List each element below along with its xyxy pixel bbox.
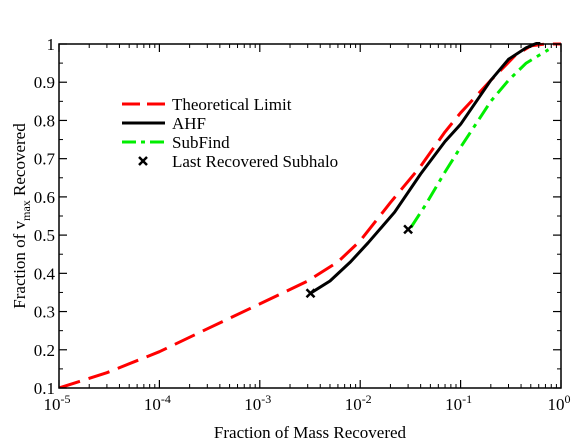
- x-tick-label: 100: [548, 392, 571, 414]
- y-tick-label: 0.7: [34, 150, 56, 169]
- legend-item-2: SubFind: [122, 133, 230, 152]
- tick-labels: 10-5 10-4 10-3 10-2 10-1 1000.10.20.30.40.50.…: [34, 35, 571, 414]
- y-tick-label: 0.2: [34, 341, 55, 360]
- y-tick-label: 0.6: [34, 188, 55, 207]
- y-tick-label: 0.5: [34, 226, 55, 245]
- legend-item-0: Theoretical Limit: [122, 95, 292, 114]
- y-axis-label-subscript: max: [19, 200, 33, 221]
- marker-point-1: [403, 224, 413, 235]
- x-tick-label-base: 10: [548, 395, 565, 414]
- marker-stroke: [403, 224, 413, 235]
- x-tick-label-base: 10: [44, 395, 61, 414]
- legend-label: Theoretical Limit: [172, 95, 292, 114]
- x-tick-label: 10-5: [44, 392, 71, 414]
- x-tick-label: 10-1: [445, 392, 472, 414]
- x-tick-label: 10-2: [345, 392, 372, 414]
- series-layer: [59, 42, 561, 388]
- series-line-0: [59, 42, 561, 388]
- legend-marker-stroke: [138, 156, 148, 166]
- x-tick-label-base: 10: [345, 395, 362, 414]
- legend-label: Last Recovered Subhalo: [172, 152, 338, 171]
- legend-label: AHF: [172, 114, 206, 133]
- x-tick-label-exponent: 0: [565, 392, 571, 406]
- x-tick-label-exponent: -2: [362, 392, 372, 406]
- x-tick-label: 10-3: [244, 392, 271, 414]
- marker-point-0: [305, 288, 316, 299]
- y-axis-label-suffix: Recovered: [10, 123, 29, 200]
- y-axis-label: Fraction of vmax Recovered: [10, 123, 33, 309]
- plot-frame: [58, 43, 562, 389]
- x-tick-label: 10-4: [144, 392, 171, 414]
- series-line-2: [409, 48, 550, 229]
- x-tick-label-base: 10: [445, 395, 462, 414]
- x-tick-label-base: 10: [244, 395, 261, 414]
- y-tick-label: 0.3: [34, 303, 55, 322]
- x-tick-label-exponent: -3: [261, 392, 271, 406]
- y-tick-label: 0.9: [34, 73, 55, 92]
- legend-label: SubFind: [172, 133, 230, 152]
- x-tick-label-exponent: -4: [161, 392, 171, 406]
- marker-stroke: [305, 288, 316, 299]
- legend-item-1: AHF: [122, 114, 206, 133]
- x-tick-label-exponent: -1: [462, 392, 472, 406]
- y-tick-label: 0.1: [34, 379, 55, 398]
- y-tick-label: 1: [47, 35, 56, 54]
- y-tick-label: 0.8: [34, 111, 55, 130]
- y-tick-label: 0.4: [34, 264, 56, 283]
- legend-item-3: Last Recovered Subhalo: [138, 152, 338, 171]
- series-line-1: [309, 42, 541, 295]
- y-axis-label-main: Fraction of v: [10, 220, 29, 308]
- ticks-layer: [58, 43, 562, 389]
- x-tick-label-base: 10: [144, 395, 161, 414]
- x-tick-label-exponent: -5: [61, 392, 71, 406]
- marker-layer: [305, 224, 413, 299]
- x-axis-label: Fraction of Mass Recovered: [214, 423, 407, 442]
